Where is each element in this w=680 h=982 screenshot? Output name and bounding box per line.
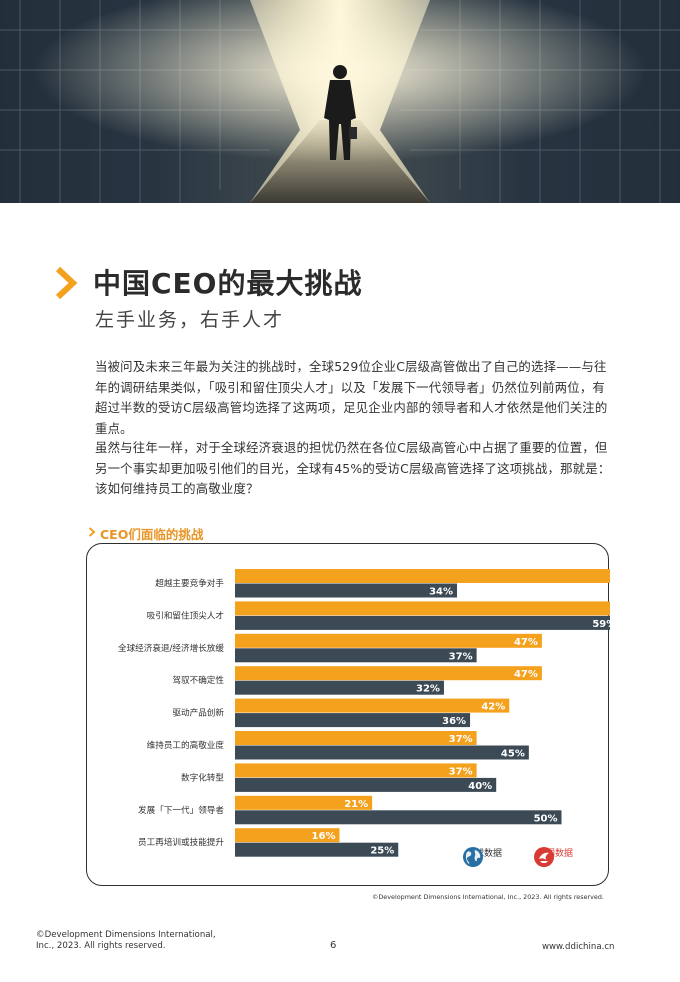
- globe-icon: [463, 847, 483, 867]
- bar-value-label: 59%: [592, 619, 610, 630]
- bar-value-label: 40%: [468, 781, 492, 792]
- bar-value-label: 32%: [416, 684, 440, 695]
- category-label: 驱动产品创新: [172, 707, 224, 719]
- hero-image: [0, 0, 680, 203]
- chevron-right-icon: [55, 266, 78, 300]
- bar-value-label: 16%: [312, 831, 336, 842]
- chart-container: 超越主要竞争对手68%34%吸引和留住顶尖人才63%59%全球经济衰退/经济增长…: [86, 543, 610, 886]
- bar-global: [235, 745, 529, 760]
- legend-china: 中国数据: [533, 846, 574, 867]
- china-emblem-icon: [534, 847, 554, 867]
- page-subtitle: 左手业务，右手人才: [95, 309, 285, 331]
- body-paragraph-1: 当被问及未来三年最为关注的挑战时，全球529位企业C层级高管做出了自己的选择——…: [95, 359, 608, 436]
- legend-global: 全球数据: [462, 846, 503, 867]
- legend-global-label: 全球数据: [466, 849, 503, 859]
- bar-china: [235, 828, 340, 843]
- bar-china: [235, 569, 610, 583]
- chart-title: CEO们面临的挑战: [100, 527, 204, 542]
- bar-china: [235, 633, 542, 648]
- category-label: 员工再培训或技能提升: [138, 836, 224, 848]
- bar-value-label: 47%: [514, 669, 538, 680]
- bar-global: [235, 648, 477, 663]
- bar-value-label: 45%: [501, 749, 525, 760]
- bar-value-label: 37%: [449, 766, 473, 777]
- category-label: 驾驭不确定性: [172, 674, 224, 686]
- footer-copyright: ©Development Dimensions International, I…: [36, 930, 216, 951]
- bar-global: [235, 680, 444, 695]
- bar-china: [235, 731, 477, 745]
- page-title: 中国CEO的最大挑战: [93, 267, 363, 300]
- bar-value-label: 37%: [449, 651, 473, 662]
- bar-global: [235, 713, 471, 728]
- chart-credit: ©Development Dimensions International, I…: [372, 893, 604, 901]
- bar-global: [235, 810, 562, 825]
- category-label: 发展「下一代」领导者: [138, 804, 224, 816]
- category-label: 吸引和留住顶尖人才: [147, 609, 225, 621]
- category-label: 维持员工的高敬业度: [147, 739, 225, 751]
- footer-website: www.ddichina.cn: [542, 942, 615, 952]
- category-label: 超越主要竞争对手: [155, 577, 224, 589]
- bar-value-label: 37%: [449, 734, 473, 745]
- bar-china: [235, 601, 610, 616]
- bar-global: [235, 583, 458, 598]
- bar-china: [235, 666, 542, 681]
- category-label: 数字化转型: [181, 771, 224, 783]
- bar-china: [235, 763, 477, 778]
- body-paragraph-2: 虽然与往年一样，对于全球经济衰退的担忧仍然在各位C层级高管心中占据了重要的位置，…: [95, 440, 611, 496]
- bar-china: [235, 698, 510, 713]
- bar-value-label: 21%: [344, 799, 368, 810]
- bar-value-label: 25%: [370, 846, 394, 857]
- bar-value-label: 50%: [534, 813, 558, 824]
- bar-chart: 超越主要竞争对手68%34%吸引和留住顶尖人才63%59%全球经济衰退/经济增长…: [118, 569, 610, 857]
- bar-global: [235, 615, 610, 630]
- bar-china: [235, 795, 373, 810]
- category-label: 全球经济衰退/经济增长放缓: [118, 642, 224, 654]
- bar-value-label: 42%: [481, 702, 505, 713]
- bar-value-label: 47%: [514, 637, 538, 648]
- chevron-right-small-icon: [88, 527, 96, 537]
- bar-value-label: 34%: [429, 587, 453, 598]
- page-number: 6: [330, 940, 337, 951]
- bar-global: [235, 777, 497, 792]
- bar-global: [235, 842, 399, 857]
- legend-china-label: 中国数据: [537, 849, 574, 859]
- bar-value-label: 36%: [442, 716, 466, 727]
